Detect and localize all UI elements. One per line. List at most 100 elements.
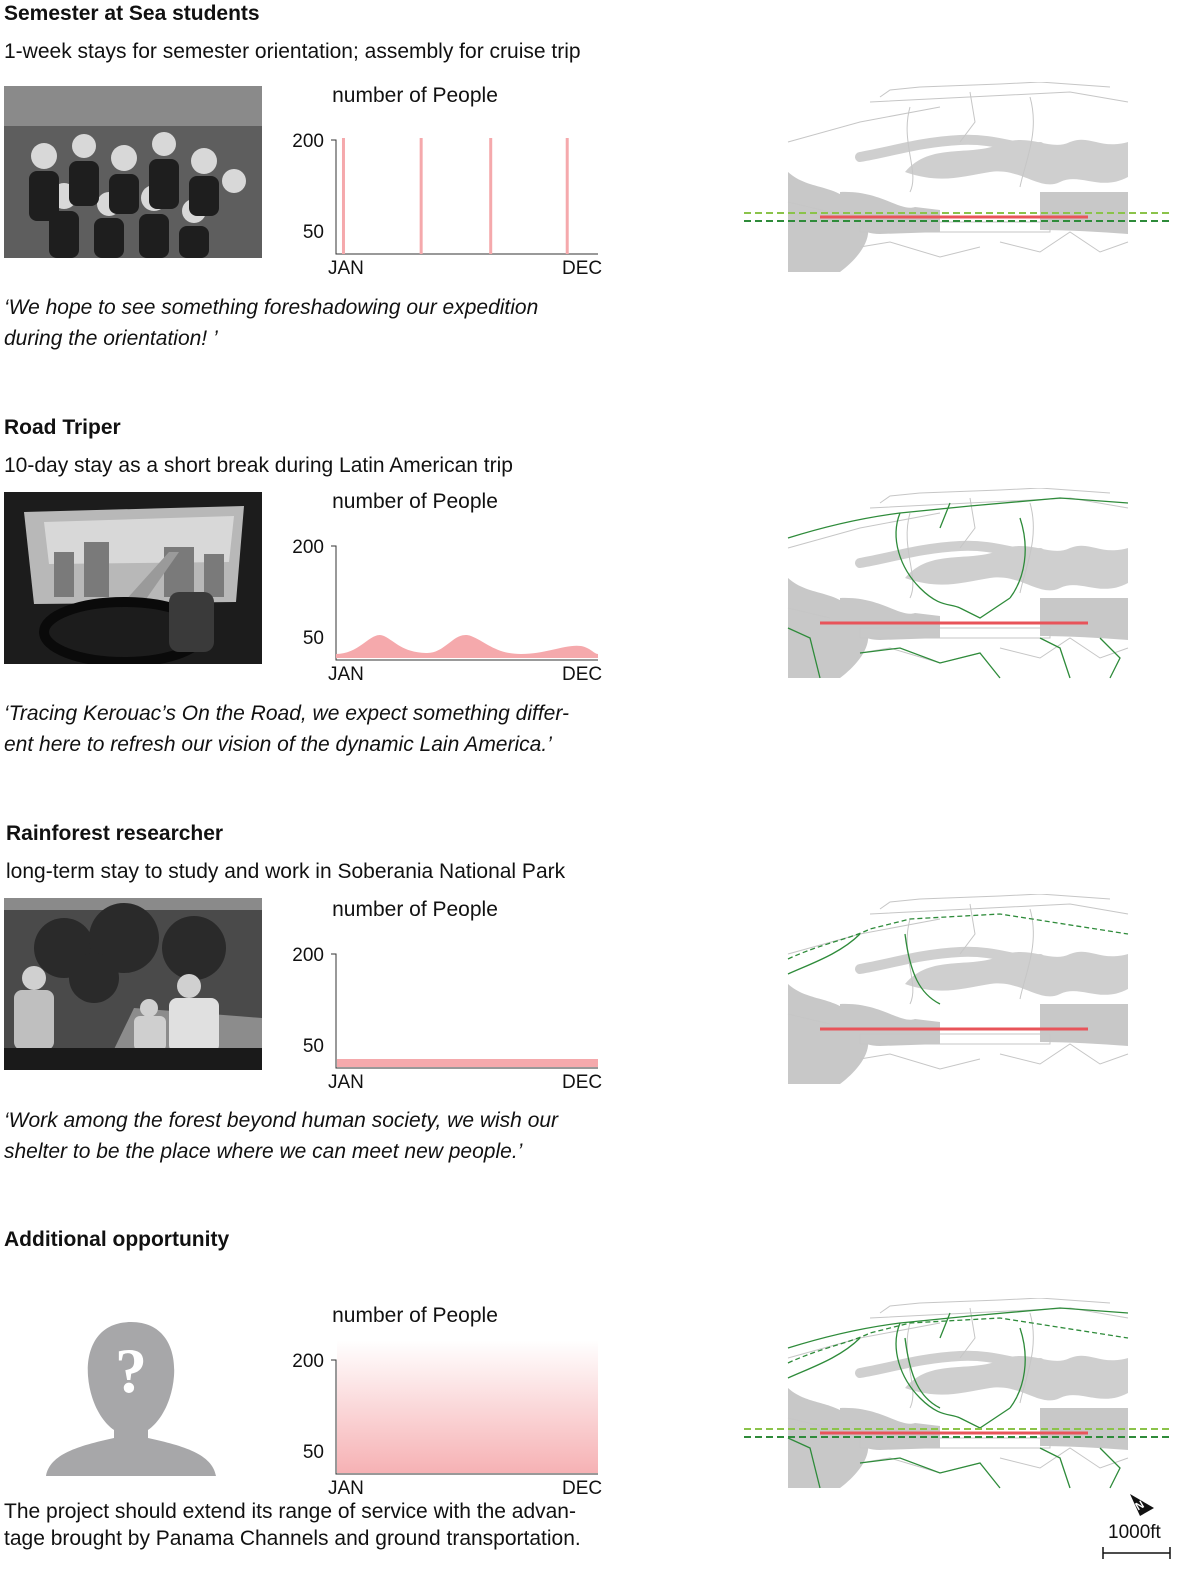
street-line <box>1019 502 1034 594</box>
boat-researchers-photo <box>4 898 262 1070</box>
street-line <box>959 1307 976 1359</box>
street-line <box>999 1447 1129 1469</box>
x-tick-label: JAN <box>328 1072 364 1093</box>
land-mass <box>1040 598 1128 640</box>
river <box>855 946 1045 974</box>
section-title: Semester at Sea students <box>4 2 260 25</box>
street-line <box>879 1298 1111 1314</box>
body-line: tage brought by Panama Channels and grou… <box>4 1527 581 1550</box>
land-mass <box>905 1355 1128 1401</box>
forest-trail <box>904 933 941 1005</box>
road-outline <box>859 1033 1051 1045</box>
street-line <box>999 231 1129 253</box>
land-mass <box>905 951 1128 997</box>
road-route <box>939 1312 951 1339</box>
chart-ylabel: number of People <box>332 490 498 513</box>
street-line <box>787 512 941 549</box>
north-arrow-icon: N <box>1130 1494 1154 1516</box>
y-tick-label: 200 <box>292 537 324 558</box>
road-route <box>1099 1447 1121 1489</box>
road-route <box>787 1307 1129 1349</box>
x-tick-label: JAN <box>328 664 364 685</box>
chart-axes <box>331 1359 598 1475</box>
quote-line: shelter to be the place where we can mee… <box>4 1140 523 1163</box>
quote-line: ‘Tracing Kerouac’s On the Road, we expec… <box>4 702 569 725</box>
road-route <box>787 497 1129 539</box>
road-route <box>959 1407 1011 1429</box>
road-route <box>859 1457 1001 1489</box>
street-line <box>869 91 1129 103</box>
road-route <box>1009 1327 1026 1409</box>
chart-ylabel: number of People <box>332 1304 498 1327</box>
land-mass <box>1040 1408 1128 1450</box>
section-subtitle: 10-day stay as a short break during Lati… <box>4 454 513 477</box>
street-line <box>787 1013 831 1025</box>
street-line <box>787 1417 831 1429</box>
people-area <box>337 1059 598 1067</box>
x-tick-label: JAN <box>328 258 364 279</box>
land-mass <box>905 545 1128 591</box>
scale-bar <box>1102 1547 1171 1559</box>
forest-trail <box>787 1337 861 1379</box>
river <box>855 1350 1045 1378</box>
river <box>855 134 1045 162</box>
street-line <box>906 918 914 1005</box>
scale-bar-label: 1000ft <box>1108 1522 1161 1543</box>
road-route <box>1039 1447 1071 1489</box>
road-route <box>787 627 821 679</box>
car-windshield-icon <box>4 492 262 664</box>
street-line <box>906 512 914 599</box>
land-mass <box>1040 192 1128 234</box>
car-windshield-photo <box>4 492 262 664</box>
boat-researchers-icon <box>4 898 262 1070</box>
forest-trail <box>787 913 1129 960</box>
people-area <box>336 635 598 658</box>
street-line <box>879 488 1111 504</box>
street-line <box>959 903 976 955</box>
section-title: Road Triper <box>4 416 121 439</box>
street-line <box>787 607 831 619</box>
street-line <box>906 1322 914 1409</box>
land-mass <box>840 597 940 640</box>
y-tick-label: 200 <box>292 945 324 966</box>
road-route <box>1099 637 1121 679</box>
land-mass <box>788 984 869 1084</box>
street-line <box>1019 96 1034 188</box>
section-quote: ‘Tracing Kerouac’s On the Road, we expec… <box>4 698 604 760</box>
road-route <box>859 647 1001 679</box>
unknown-person-icon: ? <box>46 1322 216 1476</box>
street-line <box>999 1043 1129 1065</box>
quote-line: ent here to refresh our vision of the dy… <box>4 733 552 756</box>
land-mass <box>1040 1004 1128 1046</box>
quote-line: during the orientation! ’ <box>4 327 218 350</box>
y-tick-label: 50 <box>303 1036 324 1057</box>
section-title: Rainforest researcher <box>6 822 224 845</box>
forest-trail <box>787 1317 1129 1364</box>
street-line <box>787 918 941 955</box>
y-tick-label: 50 <box>303 1442 324 1463</box>
group-photo-icon <box>4 86 262 258</box>
chart-ylabel: number of People <box>332 898 498 921</box>
x-tick-label: DEC <box>562 1072 602 1093</box>
group-photo <box>4 86 262 258</box>
chart-ylabel: number of People <box>332 84 498 107</box>
svg-text:?: ? <box>115 1335 147 1406</box>
forest-trail <box>904 1337 941 1409</box>
street-line <box>859 241 981 258</box>
site-map <box>744 82 1172 272</box>
street-line <box>906 106 914 193</box>
quote-line: ‘Work among the forest beyond human soci… <box>4 1109 559 1132</box>
section-quote: ‘We hope to see something foreshadowing … <box>4 292 604 354</box>
land-mass <box>905 139 1128 185</box>
quote-line: ‘We hope to see something foreshadowing … <box>4 296 539 319</box>
x-tick-label: DEC <box>562 258 602 279</box>
site-map <box>744 1298 1172 1489</box>
section-subtitle: 1-week stays for semester orientation; a… <box>4 40 581 63</box>
section-subtitle: long-term stay to study and work in Sobe… <box>6 860 566 883</box>
street-line <box>959 497 976 549</box>
x-tick-label: DEC <box>562 1478 602 1499</box>
